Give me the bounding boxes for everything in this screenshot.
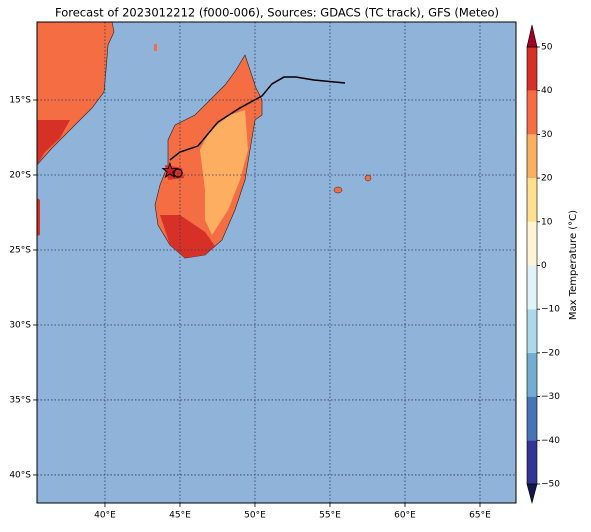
colorbar-segment — [527, 265, 537, 310]
colorbar-segment — [527, 352, 537, 397]
x-tick-label: 45°E — [169, 511, 191, 521]
colorbar-tick-label: −40 — [541, 436, 560, 446]
madagascar-south — [160, 215, 215, 258]
ocean — [37, 22, 516, 503]
comoros — [154, 44, 157, 51]
map-area — [36, 21, 516, 503]
colorbar-segment — [527, 47, 537, 91]
mauritius — [364, 174, 372, 182]
colorbar-tick-label: 10 — [541, 217, 553, 227]
reunion — [333, 186, 343, 194]
chart-title: Forecast of 2023012212 (f000-006), Sourc… — [55, 6, 499, 20]
colorbar-tick-label: −10 — [541, 305, 560, 315]
x-tick-label: 60°E — [394, 511, 416, 521]
storm-track — [169, 76, 346, 161]
colorbar-segment — [527, 396, 537, 441]
colorbar-segment — [527, 90, 537, 135]
colorbar-segment — [527, 221, 537, 266]
colorbar-extend-bottom — [526, 483, 538, 505]
x-tick-label: 40°E — [94, 511, 116, 521]
colorbar-label: Max Temperature (°C) — [568, 210, 579, 320]
storm-star — [161, 161, 179, 179]
y-tick-label: 30°S — [9, 320, 31, 330]
y-tick-label: 20°S — [9, 170, 31, 180]
colorbar-segment — [527, 309, 537, 353]
colorbar-extend-top — [526, 24, 538, 48]
colorbar-tick-label: 20 — [541, 174, 553, 184]
x-tick-label: 65°E — [469, 511, 491, 521]
colorbar-tick-label: −20 — [541, 348, 560, 358]
x-tick-label: 50°E — [244, 511, 266, 521]
colorbar-tick-label: 30 — [541, 130, 553, 140]
colorbar-tick-label: 40 — [541, 86, 553, 96]
colorbar-segment — [527, 440, 537, 484]
x-tick-label: 55°E — [319, 511, 341, 521]
y-tick-label: 25°S — [9, 245, 31, 255]
africa-edge — [37, 198, 40, 236]
madagascar-highland — [200, 110, 248, 235]
y-tick-label: 15°S — [9, 95, 31, 105]
colorbar-segment — [527, 134, 537, 179]
colorbar-tick-label: 0 — [541, 261, 547, 271]
y-tick-label: 40°S — [9, 470, 31, 480]
africa-hot — [37, 120, 70, 165]
colorbar-tick-label: −30 — [541, 392, 560, 402]
colorbar-tick-label: −50 — [541, 480, 560, 490]
y-tick-label: 35°S — [9, 395, 31, 405]
storm-circle — [173, 168, 183, 178]
colorbar-tick-label: 50 — [541, 43, 553, 53]
colorbar-segment — [527, 178, 537, 222]
map-frame — [36, 21, 517, 504]
